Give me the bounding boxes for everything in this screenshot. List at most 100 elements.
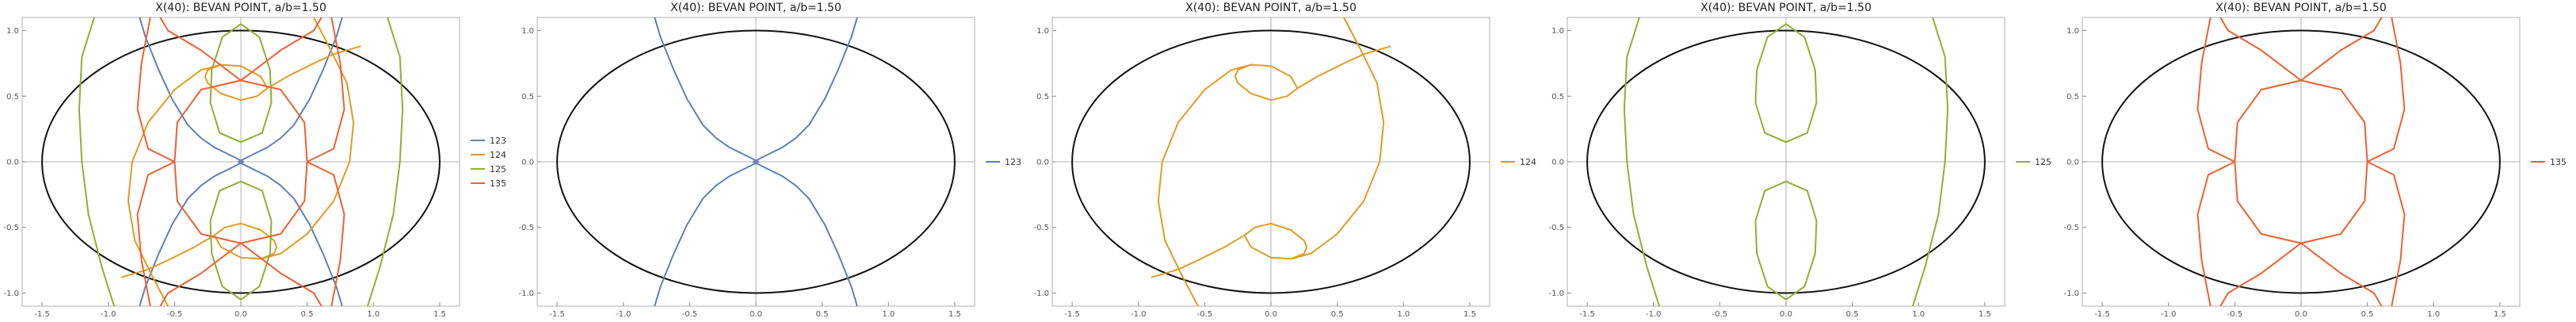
- series-125-curve: [1754, 180, 1818, 301]
- series-135-curve: [2366, 17, 2406, 306]
- y-tick-label: 1.0: [2067, 27, 2079, 36]
- series-124-curve: [266, 45, 361, 90]
- chart-panel-1: -1.5 -1.0 -0.5 0.0 0.5 1.0 1.5 -1.0 -0.5 0.0 0.5 1.…: [3, 2, 506, 319]
- reference-ellipse: [1071, 29, 1471, 294]
- series-125-curve: [1911, 17, 1949, 306]
- legend-label: 124: [1520, 157, 1536, 167]
- x-tick-label: 1.0: [1397, 310, 1410, 319]
- x-tick-label: 0.5: [301, 310, 314, 319]
- y-tick-label: 1.0: [6, 27, 19, 36]
- plot-area: [41, 17, 441, 306]
- x-tick-label: 0.5: [1331, 310, 1344, 319]
- series-124-curve: [1290, 17, 1385, 260]
- series-135-curve: [136, 17, 176, 306]
- series-123-curve: [237, 161, 343, 306]
- chart-panel-2: -1.5 -1.0 -0.5 0.0 0.5 1.0 1.5 -1.0 -0.5 0.0 0.5 1.…: [518, 2, 1021, 319]
- series-124-curve: [120, 234, 216, 278]
- series-125-curve: [209, 23, 273, 144]
- reference-ellipse: [41, 29, 441, 294]
- x-tick-label: 0.0: [1780, 310, 1792, 319]
- series-124-curve: [1157, 63, 1252, 306]
- y-tick-label: -0.5: [2063, 224, 2079, 232]
- y-tick-label: 1.0: [1551, 27, 1564, 36]
- x-tick-label: -1.5: [2094, 310, 2110, 319]
- series-124-curve: [1234, 63, 1299, 102]
- series-123-curve: [237, 17, 343, 163]
- x-tick-label: 1.5: [948, 310, 961, 319]
- series-135-curve: [159, 17, 242, 82]
- x-tick-label: -0.5: [1712, 310, 1728, 319]
- y-tick-label: 0.0: [1036, 159, 1049, 167]
- plot-area: [2101, 17, 2501, 306]
- series-123-curve: [752, 17, 858, 163]
- series-125-curve: [1623, 17, 1661, 306]
- legend-label: 124: [490, 150, 506, 160]
- series-135-curve: [240, 242, 322, 306]
- y-tick-label: 0.0: [6, 159, 19, 167]
- y-tick-label: -1.0: [2063, 289, 2079, 298]
- series-124-curve: [127, 63, 222, 306]
- x-tick-label: 0.0: [2295, 310, 2307, 319]
- y-tick-label: 0.5: [521, 93, 534, 102]
- x-tick-label: -0.5: [682, 310, 698, 319]
- x-tick-label: 1.5: [2494, 310, 2506, 319]
- legend-label: 123: [490, 136, 506, 146]
- series-135-curve: [240, 17, 322, 82]
- legend-label: 135: [490, 178, 506, 189]
- chart-title: X(40): BEVAN POINT, a/b=1.50: [155, 2, 326, 14]
- series-123-curve: [139, 17, 245, 163]
- x-tick-label: -0.5: [167, 310, 183, 319]
- series-125-curve: [1754, 23, 1818, 144]
- x-tick-label: 1.5: [1979, 310, 1991, 319]
- legend-label: 123: [1005, 157, 1021, 167]
- x-tick-label: -1.0: [616, 310, 632, 319]
- x-tick-label: -1.0: [101, 310, 116, 319]
- series-124-curve: [1296, 45, 1391, 90]
- series-124-curve: [260, 17, 355, 260]
- y-tick-label: 0.0: [2067, 159, 2079, 167]
- series-135-curve: [2219, 242, 2302, 306]
- x-tick-label: -1.0: [1131, 310, 1147, 319]
- series-125-curve: [209, 180, 273, 301]
- series-135-curve: [2300, 17, 2383, 82]
- y-tick-label: -1.0: [518, 289, 534, 298]
- series-124-curve: [1151, 234, 1246, 278]
- x-tick-label: 0.0: [750, 310, 762, 319]
- x-tick-label: 1.0: [367, 310, 380, 319]
- x-tick-label: -0.5: [2227, 310, 2243, 319]
- series-123-curve: [654, 17, 760, 163]
- x-tick-label: 0.5: [2361, 310, 2374, 319]
- x-tick-label: -1.5: [549, 310, 565, 319]
- x-tick-label: 0.5: [1846, 310, 1859, 319]
- x-tick-label: -1.5: [34, 310, 50, 319]
- x-tick-label: -1.0: [2161, 310, 2177, 319]
- reference-ellipse: [2101, 29, 2501, 294]
- chart-title: X(40): BEVAN POINT, a/b=1.50: [670, 2, 841, 14]
- series-135-curve: [159, 242, 242, 306]
- y-tick-label: -0.5: [518, 224, 534, 232]
- y-tick-label: 0.5: [2067, 93, 2079, 102]
- series-125-curve: [366, 17, 404, 306]
- series-135-curve: [2219, 17, 2302, 82]
- y-tick-label: -1.0: [1548, 289, 1564, 298]
- series-124-curve: [204, 63, 269, 102]
- y-tick-label: 0.5: [1036, 93, 1049, 102]
- chart-panel-4: -1.5 -1.0 -0.5 0.0 0.5 1.0 1.5 -1.0 -0.5 0.0 0.5 1.…: [1548, 2, 2051, 319]
- series-123-curve: [654, 161, 760, 306]
- chart-title: X(40): BEVAN POINT, a/b=1.50: [1185, 2, 1357, 14]
- x-tick-label: -0.5: [1197, 310, 1213, 319]
- y-tick-label: 0.5: [6, 93, 19, 102]
- plot-area: [1586, 17, 1986, 306]
- legend-label: 125: [2035, 157, 2051, 167]
- series-123-curve: [752, 161, 858, 306]
- x-tick-label: 1.0: [2427, 310, 2440, 319]
- y-tick-label: 1.0: [1036, 27, 1049, 36]
- legend-label: 135: [2550, 157, 2566, 167]
- reference-ellipse: [556, 29, 956, 294]
- y-tick-label: -0.5: [1548, 224, 1564, 232]
- x-tick-label: -1.5: [1064, 310, 1080, 319]
- chart-panel-5: -1.5 -1.0 -0.5 0.0 0.5 1.0 1.5 -1.0 -0.5 0.0 0.5 1.…: [2063, 2, 2566, 319]
- plot-area: [1071, 17, 1471, 306]
- y-tick-label: -0.5: [3, 224, 19, 232]
